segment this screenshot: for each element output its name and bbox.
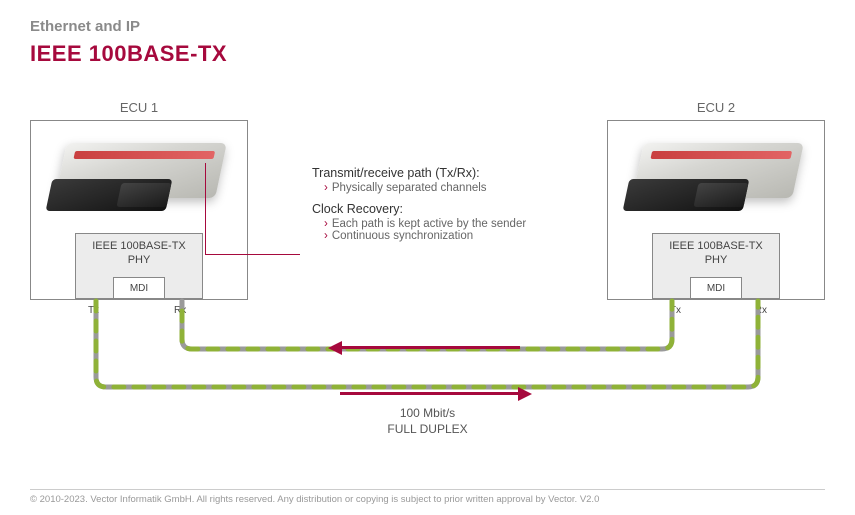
ecu1-phy-box: IEEE 100BASE-TX PHY MDI: [75, 233, 203, 299]
link-speed-label: 100 Mbit/s FULL DUPLEX: [30, 406, 825, 437]
header-category: Ethernet and IP: [30, 18, 855, 35]
diagram-area: ECU 1 ECU 2 IEEE 100BASE-TX PHY MDI IEEE…: [30, 100, 825, 460]
ecu1-label: ECU 1: [34, 100, 244, 115]
ecu2-box: IEEE 100BASE-TX PHY MDI: [607, 120, 825, 300]
phy-line2: PHY: [705, 254, 728, 266]
link-duplex: FULL DUPLEX: [387, 422, 467, 436]
ecu2-label: ECU 2: [611, 100, 821, 115]
annotation-heading2: Clock Recovery:: [312, 202, 602, 216]
ecu1-mdi-box: MDI: [113, 277, 165, 299]
annotation-heading1: Transmit/receive path (Tx/Rx):: [312, 166, 602, 180]
chevron-icon: ›: [324, 218, 328, 230]
footer-copyright: © 2010-2023. Vector Informatik GmbH. All…: [30, 489, 825, 505]
arrow-rx-direction-icon: [340, 346, 520, 349]
link-speed: 100 Mbit/s: [400, 406, 455, 420]
header: Ethernet and IP IEEE 100BASE-TX: [0, 0, 855, 67]
arrow-tx-direction-icon: [340, 392, 520, 395]
chevron-icon: ›: [324, 230, 328, 242]
ecu2-phy-box: IEEE 100BASE-TX PHY MDI: [652, 233, 780, 299]
ecu1-phy-label: IEEE 100BASE-TX PHY: [76, 240, 202, 268]
phy-line1: IEEE 100BASE-TX: [92, 240, 186, 252]
header-title: IEEE 100BASE-TX: [30, 41, 855, 67]
annotation-bullet1: ›Physically separated channels: [312, 182, 602, 194]
annotation-bullet2b: ›Continuous synchronization: [312, 230, 602, 242]
ecu2-device-icon: [618, 131, 814, 221]
phy-line2: PHY: [128, 254, 151, 266]
annotation-leader-line: [205, 163, 300, 255]
ecu2-phy-label: IEEE 100BASE-TX PHY: [653, 240, 779, 268]
annotation-block: Transmit/receive path (Tx/Rx): ›Physical…: [312, 166, 602, 242]
ecu2-mdi-box: MDI: [690, 277, 742, 299]
chevron-icon: ›: [324, 182, 328, 194]
annotation-bullet2a: ›Each path is kept active by the sender: [312, 218, 602, 230]
phy-line1: IEEE 100BASE-TX: [669, 240, 763, 252]
